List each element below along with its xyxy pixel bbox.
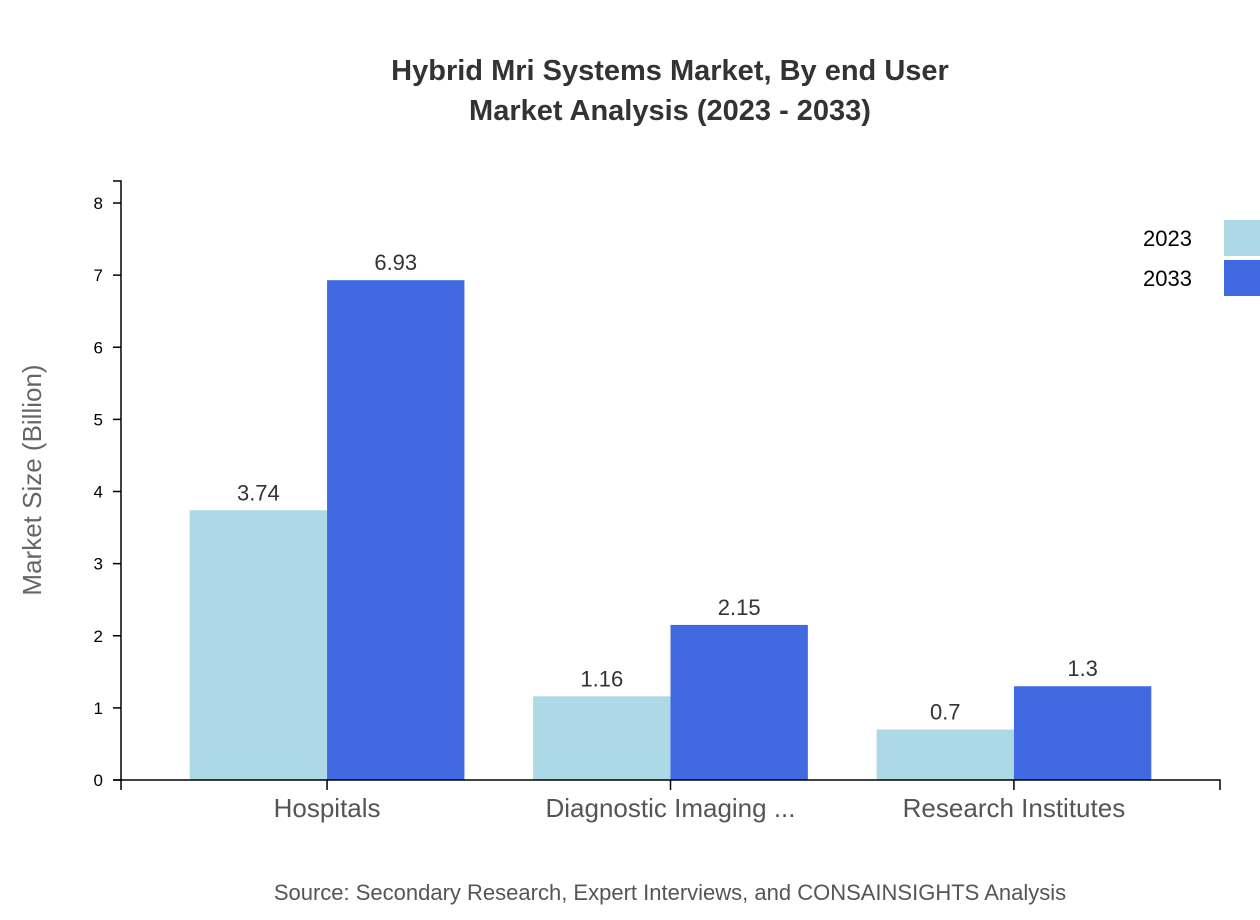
axes-group: Hospitals Diagnostic Imaging ... Research … — [94, 180, 1221, 823]
y-tick-label: 8 — [94, 194, 103, 213]
data-label: 2.15 — [718, 595, 761, 620]
legend-label: 2033 — [1143, 266, 1192, 291]
bar-2033-0 — [327, 280, 465, 780]
legend-label: 2023 — [1143, 226, 1192, 251]
x-tick-label: Hospitals — [274, 793, 381, 823]
data-label: 1.16 — [580, 666, 623, 691]
x-axis-line — [120, 779, 1221, 790]
chart-title-line-1: Hybrid Mri Systems Market, By end User — [391, 55, 949, 87]
bar-2023-0 — [189, 510, 328, 780]
y-tick-label: 6 — [94, 338, 103, 357]
bar-2023-2 — [876, 729, 1014, 780]
chart-title-line-2: Market Analysis (2023 - 2033) — [469, 95, 871, 127]
bars-group: 3.74 6.93 1.16 2.15 0.7 1.3 — [189, 250, 1152, 780]
y-tick-label: 2 — [94, 627, 103, 646]
y-axis-line — [113, 180, 122, 781]
legend: 2023 2033 — [1143, 220, 1260, 296]
y-tick-label: 4 — [94, 483, 103, 502]
x-tick-label: Diagnostic Imaging ... — [545, 793, 795, 823]
bar-2023-1 — [533, 696, 671, 780]
source-note: Source: Secondary Research, Expert Inter… — [274, 880, 1066, 905]
y-tick-label: 1 — [94, 699, 103, 718]
legend-swatch-2023 — [1224, 220, 1260, 256]
legend-swatch-2033 — [1224, 260, 1260, 296]
y-tick-label: 5 — [94, 410, 103, 429]
y-tick-label: 0 — [94, 771, 103, 790]
data-label: 3.74 — [237, 480, 280, 505]
y-tick-label: 7 — [94, 266, 103, 285]
y-axis-label: Market Size (Billion) — [17, 364, 47, 595]
data-label: 0.7 — [930, 700, 961, 725]
bar-2033-1 — [670, 624, 808, 780]
bar-2033-2 — [1013, 686, 1152, 780]
y-tick-label: 3 — [94, 555, 103, 574]
data-label: 1.3 — [1067, 656, 1098, 681]
x-tick-label: Research Institutes — [903, 793, 1126, 823]
data-label: 6.93 — [374, 250, 417, 275]
